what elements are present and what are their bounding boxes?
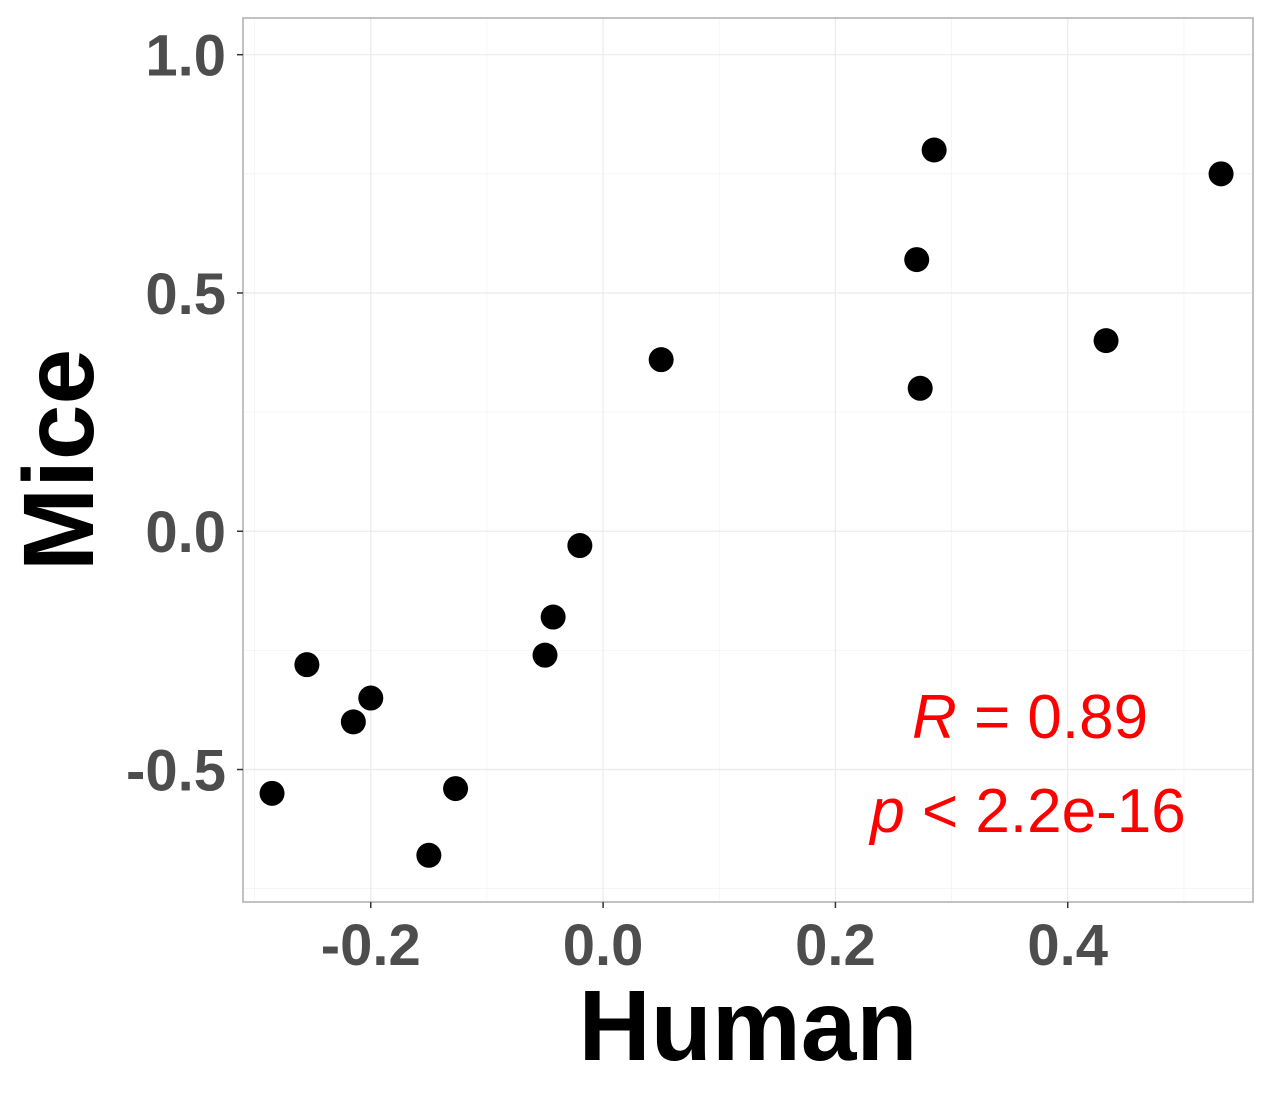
data-point [443,776,469,802]
x-tick-label: -0.2 [321,913,421,978]
y-tick-label: 0.5 [145,262,226,327]
data-point [648,347,674,373]
y-axis-title: Mice [3,349,115,571]
data-point [904,247,930,273]
y-tick-label: 1.0 [145,24,226,89]
grid-lines [243,18,1253,902]
p-value: < 2.2e-16 [905,777,1186,846]
data-point [540,604,566,630]
data-point [567,533,593,559]
data-point [340,709,366,735]
r-symbol: R [912,683,957,752]
x-axis-tick-labels: -0.2 0.0 0.2 0.4 [321,902,1108,978]
y-axis-tick-labels: -0.5 0.0 0.5 1.0 [126,24,243,804]
x-axis-title: Human [579,970,918,1082]
data-points [259,137,1234,868]
correlation-r-label: R = 0.89 [912,683,1148,752]
data-point [294,652,320,678]
y-tick-label: -0.5 [126,739,226,804]
y-tick-label: 0.0 [145,500,226,565]
p-symbol: p [868,777,904,846]
x-tick-label: 0.0 [563,913,644,978]
data-point [921,137,947,163]
data-point [532,642,558,668]
plot-panel-border [242,17,1254,903]
data-point [416,842,442,868]
data-point [1208,161,1234,187]
data-point [1093,328,1119,354]
x-tick-label: 0.4 [1027,913,1108,978]
data-point [907,375,933,401]
data-point [259,780,285,806]
data-point [358,685,384,711]
p-value-label: p < 2.2e-16 [868,777,1185,846]
r-value: = 0.89 [957,683,1148,752]
x-tick-label: 0.2 [795,913,876,978]
